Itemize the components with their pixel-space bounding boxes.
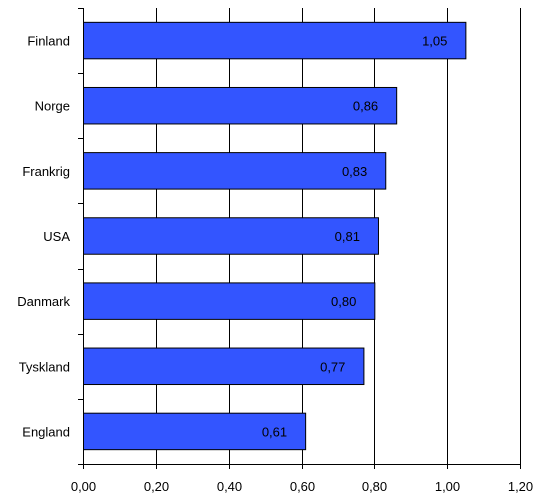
category-label-tyskland: Tyskland bbox=[19, 359, 70, 374]
bar-usa bbox=[83, 217, 379, 255]
x-tick-label: 0,00 bbox=[71, 479, 96, 494]
data-label-england: 0,61 bbox=[262, 424, 287, 439]
axes bbox=[78, 8, 521, 469]
labels: 0,00 0,20 0,40 0,60 0,80 1,00 1,20 Finland 1,05 N… bbox=[17, 34, 533, 494]
category-label-frankrig: Frankrig bbox=[22, 164, 70, 179]
x-tick-label: 0,20 bbox=[144, 479, 169, 494]
category-label-danmark: Danmark bbox=[17, 294, 70, 309]
data-label-danmark: 0,80 bbox=[331, 294, 356, 309]
x-tick-label: 0,40 bbox=[217, 479, 242, 494]
bar-tyskland bbox=[83, 347, 365, 386]
bar-norge bbox=[83, 86, 398, 125]
x-tick-label: 0,80 bbox=[362, 479, 387, 494]
data-label-usa: 0,81 bbox=[335, 229, 360, 244]
category-label-norge: Norge bbox=[35, 99, 70, 114]
x-tick-label: 1,20 bbox=[508, 479, 533, 494]
x-tick-label: 1,00 bbox=[435, 479, 460, 494]
bar-england bbox=[83, 412, 307, 451]
category-label-finland: Finland bbox=[27, 34, 70, 49]
data-label-frankrig: 0,83 bbox=[342, 164, 367, 179]
x-tick-label: 0,60 bbox=[290, 479, 315, 494]
category-label-usa: USA bbox=[43, 229, 70, 244]
bar-finland bbox=[83, 21, 467, 60]
data-label-tyskland: 0,77 bbox=[320, 359, 345, 374]
data-label-norge: 0,86 bbox=[353, 99, 378, 114]
data-label-finland: 1,05 bbox=[422, 34, 447, 49]
bar-frankrig bbox=[83, 152, 387, 190]
category-label-england: England bbox=[22, 424, 70, 439]
bars bbox=[83, 21, 467, 451]
